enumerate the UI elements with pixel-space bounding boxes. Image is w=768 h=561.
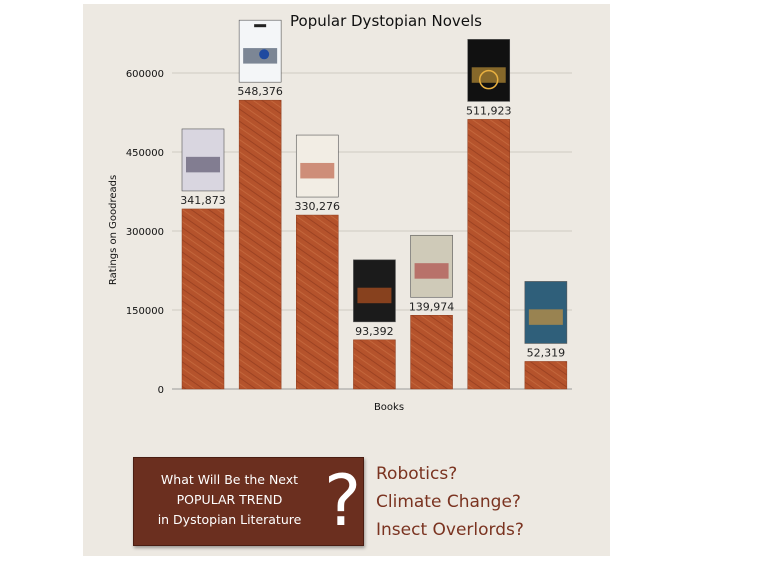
y-tick-label: 150000 xyxy=(126,306,164,317)
1984-cover xyxy=(238,19,282,83)
bar-3 xyxy=(296,214,339,390)
callout-line-2: POPULAR TREND xyxy=(176,492,283,507)
bar-4 xyxy=(353,339,396,390)
question-mark: ? xyxy=(324,460,362,542)
y-tick-label: 450000 xyxy=(126,148,164,159)
divergent-cover xyxy=(524,281,568,344)
trend-list: Robotics? Climate Change? Insect Overlor… xyxy=(376,460,524,544)
data-label: 139,974 xyxy=(409,300,455,313)
bar-6 xyxy=(467,119,510,390)
data-label: 511,923 xyxy=(466,104,512,117)
callout-line-3: in Dystopian Literature xyxy=(157,512,302,527)
chart-title: Popular Dystopian Novels xyxy=(290,12,482,30)
callout-line-1: What Will Be the Next xyxy=(160,472,299,487)
trend-item-insect-overlords: Insect Overlords? xyxy=(376,520,524,540)
hunger-games-cover xyxy=(467,39,511,102)
data-label: 330,276 xyxy=(295,200,341,213)
brave-new-world-cover xyxy=(181,128,225,192)
y-tick-label: 600000 xyxy=(126,69,164,80)
callout-box: What Will Be the Next POPULAR TREND in D… xyxy=(133,457,364,546)
data-label: 341,873 xyxy=(180,194,226,207)
data-label: 93,392 xyxy=(355,325,394,338)
handmaids-tale-cover xyxy=(410,234,453,298)
callout-text: What Will Be the Next POPULAR TREND in D… xyxy=(142,470,317,530)
bar-1 xyxy=(181,208,225,390)
bar-5 xyxy=(410,315,453,390)
data-label: 548,376 xyxy=(237,85,283,98)
trend-item-robotics: Robotics? xyxy=(376,464,458,484)
x-axis-label: Books xyxy=(374,402,404,413)
y-axis-label: Ratings on Goodreads xyxy=(108,175,119,285)
data-label: 52,319 xyxy=(527,346,566,359)
bar-2 xyxy=(238,99,282,390)
y-tick-label: 0 xyxy=(158,385,164,396)
bar-7 xyxy=(524,361,568,390)
trend-item-climate-change: Climate Change? xyxy=(376,492,521,512)
clockwork-orange-cover xyxy=(353,259,396,323)
fahrenheit-451-cover xyxy=(295,134,339,198)
y-tick-label: 300000 xyxy=(126,227,164,238)
